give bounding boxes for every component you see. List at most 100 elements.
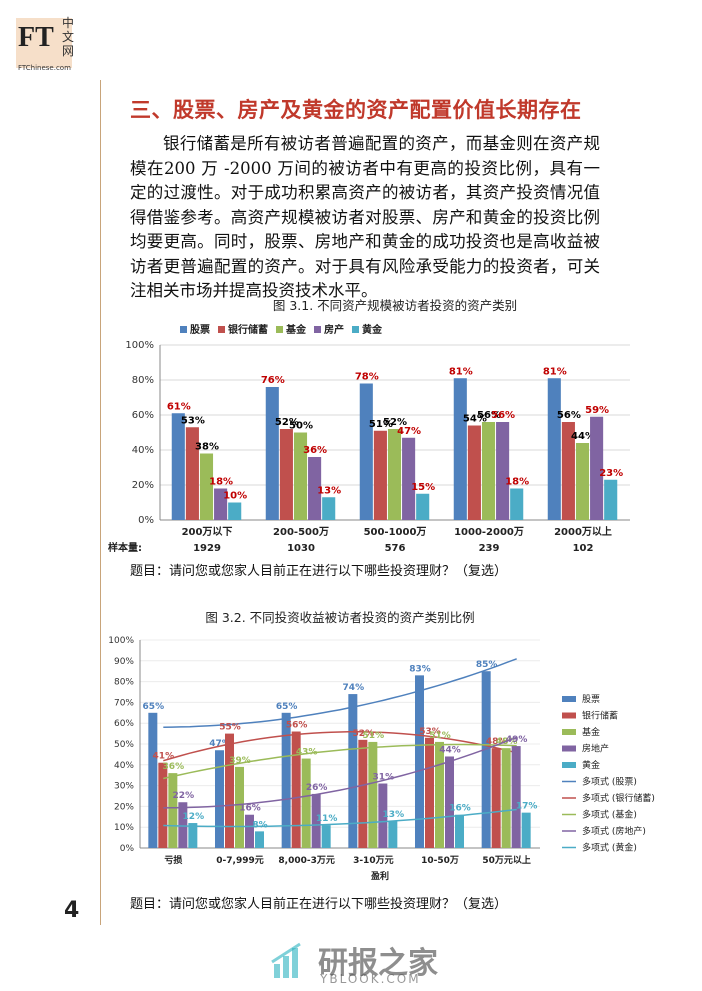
y-tick-label: 20% [114,802,134,812]
data-label: 36% [163,762,185,772]
bar [388,820,398,848]
x-tick-label: 8,000-3万元 [278,855,334,866]
section-title: 三、股票、房产及黄金的资产配置价值长期存在 [130,98,582,122]
margin-rule [100,80,101,925]
legend-swatch [562,712,576,719]
data-label: 65% [143,702,165,712]
data-label: 38% [195,442,219,453]
bar [308,457,322,520]
y-tick-label: 10% [114,823,134,833]
y-tick-label: 100% [108,636,134,646]
bar [491,748,501,848]
x-tick-label: 200-500万 [273,526,329,538]
data-label: 51% [369,419,393,430]
legend-label: 银行储蓄 [582,710,618,722]
legend-label: 黄金 [362,323,383,336]
data-label: 49% [506,735,528,745]
data-label: 52% [383,417,407,428]
data-label: 81% [543,366,567,377]
data-label: 31% [373,773,395,783]
trend-line [163,731,517,762]
y-tick-label: 90% [114,657,134,667]
y-tick-label: 60% [114,719,134,729]
trend-line [163,658,517,728]
logo-char: 文 [62,30,75,44]
data-label: 48% [496,737,518,747]
bar [445,756,454,848]
y-tick-label: 0% [138,515,154,526]
bar [501,748,511,848]
data-label: 16% [239,804,261,814]
bar [453,378,467,520]
data-label: 55% [219,723,241,733]
bar [235,766,244,848]
data-label: 53% [419,727,441,737]
bar [481,422,496,520]
bar [348,694,358,848]
bar [279,429,293,520]
logo-box [16,18,72,68]
bar [322,497,336,520]
x-tick-label: 0-7,999元 [216,855,263,866]
legend-swatch [314,326,321,333]
legend-label: 基金 [582,726,600,738]
trend-line [163,743,517,780]
data-label: 59% [585,405,609,416]
bar [168,773,178,848]
bar [378,783,388,848]
bar [358,739,368,848]
bar [255,831,264,848]
data-label: 16% [449,804,471,814]
chart-title: 图 3.2. 不同投资收益被访者投资的资产类别比例 [205,610,474,625]
bar [547,378,561,520]
logo-char: 中 [62,16,75,30]
legend-swatch [276,326,283,333]
bar [301,758,311,848]
bar [199,453,214,520]
data-label: 41% [153,752,175,762]
bar [265,387,279,520]
bar [228,502,242,520]
y-tick-label: 100% [125,340,154,351]
legend-label: 多项式 (银行储蓄) [582,792,655,804]
x-tick-label: 50万元以上 [482,854,531,866]
bar [575,443,590,520]
data-label: 12% [183,812,205,822]
data-label: 52% [353,729,375,739]
site: FTChinese.com [18,64,71,72]
legend-label: 基金 [285,323,307,336]
logo-cn: 中 文 网 [62,16,76,58]
x-tick-label: 200万以下 [182,526,233,538]
sample-size: 102 [573,543,594,554]
data-label: 8% [252,820,267,830]
data-label: 51% [363,731,385,741]
bar [455,814,464,848]
x-tick-label: 2000万以上 [554,525,612,538]
watermark-icon [271,942,301,978]
legend-label: 黄金 [582,759,600,771]
bar [291,731,301,848]
x-axis-title: 盈利 [370,870,389,882]
logo-char: 网 [62,44,75,58]
trend-line [163,736,517,809]
x-tick-label: 500-1000万 [364,526,427,538]
data-label: 51% [429,731,451,741]
y-tick-label: 70% [114,698,134,708]
y-tick-label: 60% [132,410,154,421]
legend-label: 多项式 (股票) [582,776,637,788]
bar [415,675,424,848]
y-tick-label: 80% [114,678,134,688]
bar [402,437,416,520]
bar [225,733,234,848]
y-tick-label: 0% [120,844,135,854]
data-label: 13% [383,810,405,820]
data-label: 74% [343,683,365,693]
bar [245,814,254,848]
data-label: 13% [317,485,341,496]
data-label: 23% [599,468,623,479]
sample-size: 1929 [193,543,221,554]
watermark-site: YBLOOK.COM [320,972,421,986]
data-label: 56% [491,410,515,421]
sample-size: 239 [479,543,500,554]
